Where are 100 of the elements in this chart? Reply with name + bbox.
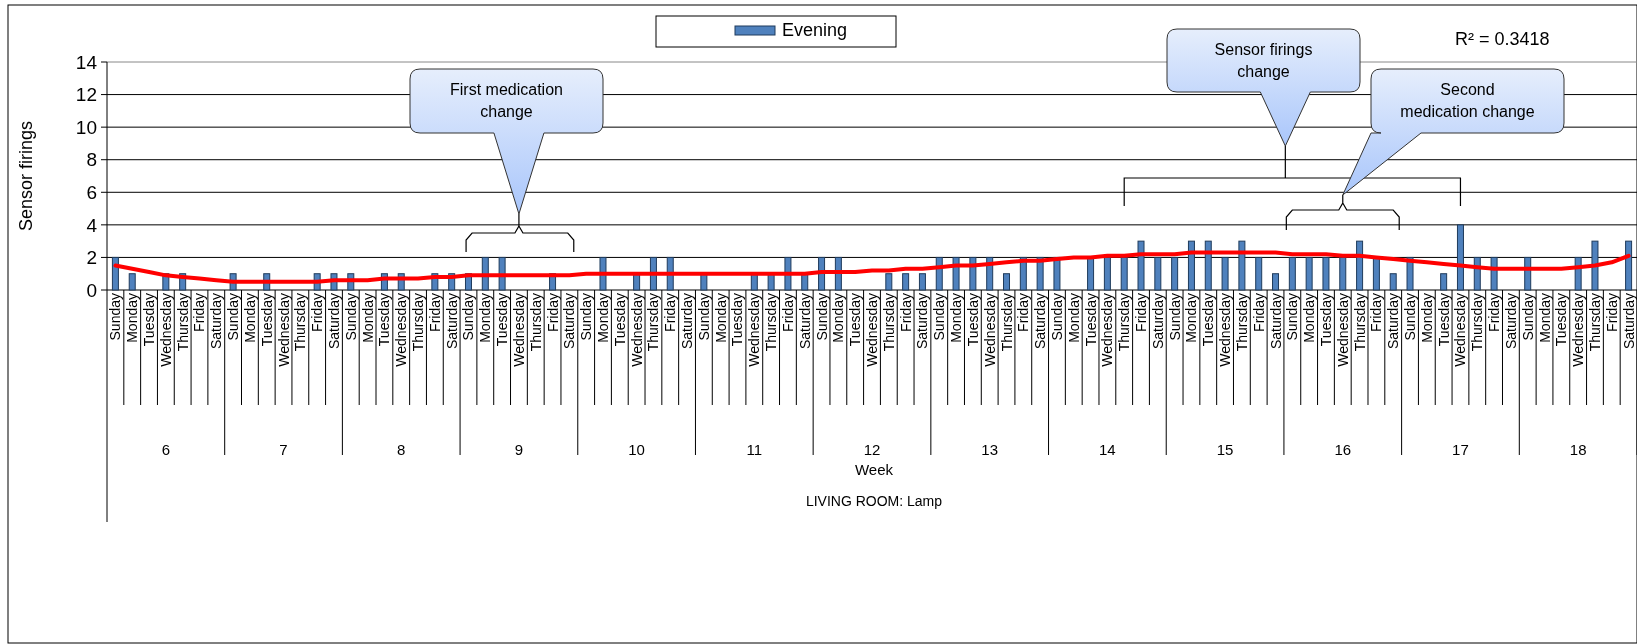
x-tick-label: Sunday (1166, 293, 1183, 341)
bar (1456, 224, 1464, 291)
y-axis-title: Sensor firings (16, 120, 36, 232)
text: 13 (981, 441, 999, 458)
x-tick-label: Thursday (527, 293, 544, 352)
x-tick-label: Tuesday (1553, 293, 1570, 347)
x-tick-label: Saturday (561, 293, 578, 350)
x-tick-label: Monday (1301, 293, 1318, 343)
text: 12 (863, 441, 881, 458)
bar (1372, 256, 1380, 291)
bar (1087, 256, 1095, 291)
text: R² = 0.3418 (1455, 29, 1550, 49)
x-tick-label: Friday (309, 293, 326, 332)
x-tick-label: Friday (662, 293, 679, 332)
x-tick-label: Saturday (679, 293, 696, 350)
x-tick-label: Sunday (225, 293, 242, 341)
x-tick-label: Thursday (1116, 293, 1133, 352)
x-tick-label: Thursday (645, 293, 662, 352)
bar (1305, 256, 1313, 291)
y-tick-label: 4 (86, 214, 98, 236)
x-tick-label: Thursday (763, 293, 780, 352)
x-tick-label: Saturday (1032, 293, 1049, 350)
bar (1440, 273, 1448, 291)
x-tick-label: Friday (1603, 293, 1620, 332)
x-tick-label: Wednesday (1452, 293, 1469, 367)
bar (1272, 273, 1280, 291)
x-tick-label: Monday (1183, 293, 1200, 343)
x-tick-label: Thursday (1586, 293, 1603, 352)
x-tick-label: Saturday (443, 293, 460, 350)
x-tick-label: Wednesday (1099, 293, 1116, 367)
bar (1625, 240, 1633, 291)
text: 16 (1334, 441, 1352, 458)
bar (918, 273, 926, 291)
y-tick-label: 2 (86, 247, 97, 269)
x-tick-label: Monday (1065, 293, 1082, 343)
text: 18 (1569, 441, 1587, 458)
x-tick-label: Tuesday (1082, 293, 1099, 347)
line-series (113, 250, 1631, 284)
x-tick-label: Tuesday (494, 293, 511, 347)
x-tick-label: Thursday (292, 293, 309, 352)
y-tick-label: 6 (86, 181, 97, 203)
y-tick-label: 8 (86, 149, 97, 171)
x-tick-label: Monday (594, 293, 611, 343)
bar (1339, 256, 1347, 291)
y-tick-label: 0 (86, 279, 97, 301)
x-tick-label: Sunday (695, 293, 712, 341)
x-tick-label: Wednesday (393, 293, 410, 367)
x-tick-label: Friday (1486, 293, 1503, 332)
x-tick-label: Friday (1368, 293, 1385, 332)
x-tick-label: Saturday (914, 293, 931, 350)
x-tick-label: Thursday (1233, 293, 1250, 352)
bar (1154, 256, 1162, 291)
x-tick-label: Wednesday (1217, 293, 1234, 367)
bar (1221, 256, 1229, 291)
bar (1322, 256, 1330, 291)
text: 15 (1216, 441, 1234, 458)
x-tick-label: Monday (241, 293, 258, 343)
x-tick-label: Saturday (325, 293, 342, 350)
x-tick-label: Sunday (813, 293, 830, 341)
x-tick-label: Sunday (342, 293, 359, 341)
x-tick-label: Saturday (1267, 293, 1284, 350)
x-tick-label: Saturday (796, 293, 813, 350)
bar (1389, 273, 1397, 291)
x-tick-label: Friday (1250, 293, 1267, 332)
annotation: Second medication change (1400, 81, 1535, 120)
x-tick-label: Tuesday (1317, 293, 1334, 347)
x-tick-label: Monday (477, 293, 494, 343)
bar (1120, 256, 1128, 291)
x-tick-label: Wednesday (275, 293, 292, 367)
x-tick-label: Monday (1418, 293, 1435, 343)
text: 17 (1452, 441, 1469, 458)
text: 9 (514, 441, 524, 458)
x-tick-label: Sunday (578, 293, 595, 341)
legend-label: Evening (782, 20, 848, 40)
x-tick-label: Wednesday (981, 293, 998, 367)
x-tick-label: Sunday (460, 293, 477, 341)
x-tick-label: Thursday (174, 293, 191, 352)
x-tick-label: Wednesday (746, 293, 763, 367)
y-tick-label: 12 (75, 84, 97, 106)
x-tick-label: Monday (1536, 293, 1553, 343)
text: LIVING ROOM: Lamp (805, 493, 943, 509)
y-tick-label: 14 (75, 51, 98, 73)
text: 6 (161, 441, 171, 458)
x-tick-label: Wednesday (628, 293, 645, 367)
text: 8 (397, 441, 406, 458)
x-tick-label: Tuesday (964, 293, 981, 347)
x-tick-label: Friday (1133, 293, 1150, 332)
x-tick-label: Friday (544, 293, 561, 332)
x-tick-label: Monday (712, 293, 729, 343)
x-tick-label: Saturday (1385, 293, 1402, 350)
x-tick-label: Saturday (208, 293, 225, 350)
text: 10 (628, 441, 645, 458)
x-tick-label: Tuesday (376, 293, 393, 347)
bar (1204, 240, 1212, 291)
x-tick-label: Monday (124, 293, 141, 343)
bar (1356, 240, 1364, 291)
annotation: First medication change (450, 81, 563, 120)
x-tick-label: Tuesday (141, 293, 158, 347)
x-tick-label: Friday (1015, 293, 1032, 332)
x-tick-label: Wednesday (1334, 293, 1351, 367)
